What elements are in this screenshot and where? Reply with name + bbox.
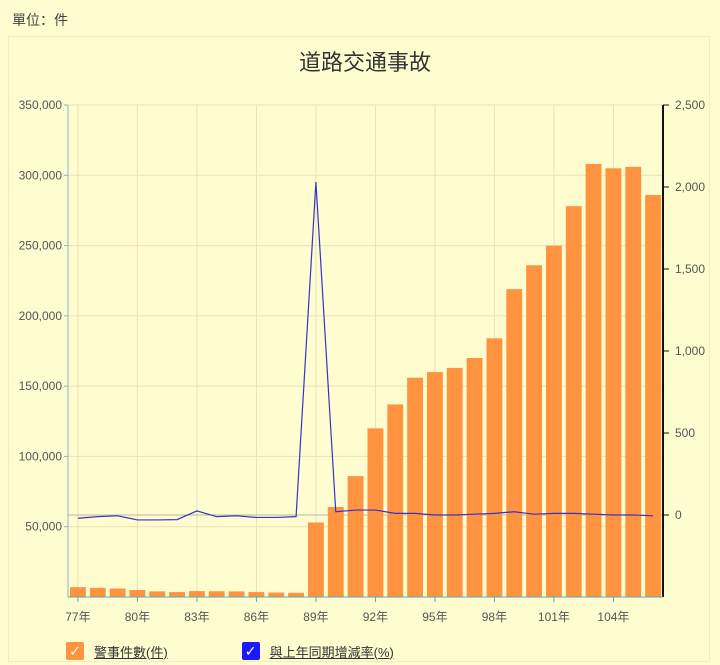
- bar: [228, 591, 245, 597]
- y-left-tick-label: 150,000: [19, 379, 63, 393]
- bar: [585, 164, 602, 598]
- y-left-tick-label: 50,000: [25, 520, 62, 534]
- legend-item-line[interactable]: ✓ 與上年同期增減率(%): [241, 642, 394, 661]
- bar: [645, 194, 662, 598]
- bar: [426, 372, 443, 597]
- x-tick-label: 98年: [482, 610, 507, 624]
- bar: [208, 591, 225, 597]
- series-line: [77, 182, 654, 521]
- bar: [466, 358, 483, 597]
- line-series: [77, 182, 654, 521]
- x-tick-label: 92年: [363, 610, 388, 624]
- checkbox-icon[interactable]: ✓: [241, 642, 260, 660]
- x-tick-label: 83年: [184, 610, 209, 624]
- y-right-tick-label: 2,000: [675, 180, 705, 194]
- bar: [89, 587, 106, 597]
- bar: [248, 592, 265, 597]
- bar: [605, 168, 622, 597]
- x-tick-label: 95年: [422, 610, 447, 624]
- bar: [545, 245, 562, 598]
- x-tick-label: 101年: [538, 610, 570, 624]
- bar: [446, 367, 463, 597]
- y-right-tick-label: 1,000: [675, 344, 705, 358]
- bar: [288, 592, 305, 597]
- x-tick-label: 89年: [303, 610, 328, 624]
- y-right-tick-label: 500: [675, 426, 695, 440]
- chart-title: 道路交通事故: [299, 51, 431, 76]
- bar: [565, 206, 582, 597]
- bar: [149, 591, 166, 597]
- x-tick-label: 86年: [244, 610, 269, 624]
- bar: [268, 592, 285, 597]
- bar: [347, 476, 364, 597]
- bars: [69, 164, 662, 598]
- bar: [407, 377, 424, 597]
- bar: [327, 507, 344, 597]
- y-right-tick-label: 1,500: [675, 262, 705, 276]
- unit-label: 單位：件: [12, 12, 68, 28]
- bar: [109, 588, 126, 597]
- y-right-tick-label: 0: [675, 508, 682, 522]
- bar: [486, 338, 503, 597]
- bar: [129, 589, 146, 597]
- legend-label-line: 與上年同期增減率(%): [269, 644, 394, 660]
- bar: [387, 404, 404, 597]
- bar: [625, 166, 642, 597]
- bar: [367, 428, 384, 597]
- y-left-tick-label: 350,000: [19, 98, 63, 112]
- y-left-tick-label: 300,000: [19, 168, 63, 182]
- bar: [307, 522, 324, 597]
- legend-item-bars[interactable]: ✓ 警事件數(件): [66, 642, 168, 661]
- x-tick-label: 104年: [597, 610, 629, 624]
- bar: [506, 289, 523, 597]
- x-tick-label: 80年: [125, 610, 150, 624]
- x-tick-label: 77年: [65, 610, 90, 624]
- bar: [188, 591, 205, 597]
- y-right-tick-label: 2,500: [675, 98, 705, 112]
- bar: [69, 587, 86, 597]
- y-left-tick-label: 200,000: [19, 309, 63, 323]
- legend-label-bars: 警事件數(件): [94, 644, 168, 660]
- chart-frame: [8, 36, 710, 662]
- bar: [169, 592, 186, 597]
- y-left-tick-label: 100,000: [19, 449, 63, 463]
- y-left-tick-label: 250,000: [19, 239, 63, 253]
- axes: 50,000 100,000 150,000 200,000 250,000 300,00…: [19, 98, 706, 624]
- legend: ✓ 警事件數(件) ✓ 與上年同期增減率(%): [66, 640, 468, 662]
- checkbox-icon[interactable]: ✓: [66, 642, 84, 660]
- bar: [526, 265, 543, 597]
